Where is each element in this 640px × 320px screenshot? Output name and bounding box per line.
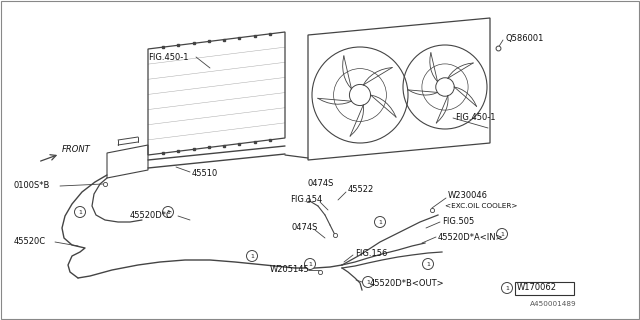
- Text: 0474S: 0474S: [292, 223, 318, 233]
- Text: Q586001: Q586001: [505, 34, 543, 43]
- Circle shape: [246, 251, 257, 261]
- Text: 45520C: 45520C: [14, 237, 46, 246]
- Text: W205145: W205145: [270, 266, 310, 275]
- Text: <EXC.OIL COOLER>: <EXC.OIL COOLER>: [445, 203, 518, 209]
- Text: FIG.505: FIG.505: [442, 218, 474, 227]
- Circle shape: [422, 259, 433, 269]
- Text: 0100S*B: 0100S*B: [14, 181, 51, 190]
- Circle shape: [362, 276, 374, 287]
- Text: FIG.154: FIG.154: [290, 196, 323, 204]
- Circle shape: [163, 206, 173, 218]
- Text: 1: 1: [426, 262, 430, 267]
- Text: FIG.156: FIG.156: [355, 249, 387, 258]
- Text: 45520D*B<OUT>: 45520D*B<OUT>: [370, 279, 445, 289]
- Text: 1: 1: [250, 254, 254, 259]
- Text: 45510: 45510: [192, 170, 218, 179]
- Text: 0474S: 0474S: [308, 180, 334, 188]
- Circle shape: [502, 283, 513, 293]
- Text: FIG.450-1: FIG.450-1: [148, 52, 189, 61]
- Circle shape: [497, 228, 508, 239]
- Text: FIG.450-1: FIG.450-1: [455, 114, 495, 123]
- Text: 45522: 45522: [348, 186, 374, 195]
- Circle shape: [74, 206, 86, 218]
- Text: 45520D*A<IN>: 45520D*A<IN>: [438, 233, 504, 242]
- Text: 1: 1: [308, 262, 312, 267]
- Text: W170062: W170062: [517, 284, 557, 292]
- Text: W230046: W230046: [448, 191, 488, 201]
- Circle shape: [374, 217, 385, 228]
- Text: A450001489: A450001489: [530, 301, 576, 307]
- Circle shape: [305, 259, 316, 269]
- Text: 1: 1: [366, 280, 370, 285]
- Text: 1: 1: [378, 220, 382, 225]
- Text: FRONT: FRONT: [62, 146, 91, 155]
- Text: 1: 1: [500, 232, 504, 237]
- Text: 1: 1: [78, 210, 82, 215]
- Text: 1: 1: [505, 286, 509, 291]
- Text: 45520D*C: 45520D*C: [130, 212, 173, 220]
- Text: 1: 1: [166, 210, 170, 215]
